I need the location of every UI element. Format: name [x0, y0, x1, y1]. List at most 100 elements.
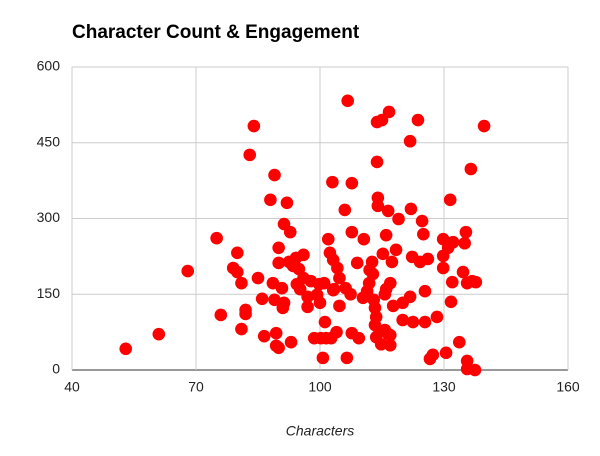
point: [446, 235, 460, 249]
point: [231, 265, 244, 279]
point: [235, 322, 248, 336]
point: [247, 119, 261, 133]
point: [345, 176, 359, 190]
point: [452, 335, 466, 349]
point: [386, 299, 400, 313]
point: [468, 363, 482, 377]
point: [331, 261, 344, 275]
y-tick-label: 600: [37, 58, 61, 74]
point: [344, 287, 357, 301]
point: [301, 290, 314, 304]
point: [255, 292, 269, 306]
point: [382, 105, 396, 119]
point: [439, 346, 453, 360]
point: [264, 193, 277, 207]
y-tick-label: 300: [37, 209, 61, 225]
point: [257, 329, 271, 343]
point: [374, 337, 388, 351]
point: [426, 348, 440, 362]
point: [269, 326, 283, 340]
point: [301, 300, 314, 314]
point: [338, 203, 352, 217]
point: [430, 310, 444, 324]
point: [357, 232, 371, 246]
point: [181, 264, 195, 278]
point: [389, 243, 403, 257]
point: [403, 290, 417, 304]
point: [383, 276, 397, 290]
point: [235, 276, 248, 290]
point: [443, 193, 457, 207]
point: [231, 246, 244, 260]
y-tick-label: 450: [37, 133, 61, 149]
point: [327, 282, 341, 296]
x-tick-label: 70: [188, 379, 204, 395]
y-tick-label: 0: [52, 361, 60, 377]
point: [365, 255, 379, 269]
point: [272, 341, 285, 355]
point: [456, 265, 470, 279]
point: [371, 191, 385, 205]
point: [268, 293, 281, 307]
x-tick-label: 100: [308, 379, 332, 395]
point: [280, 196, 294, 210]
point: [436, 261, 450, 275]
point: [243, 148, 257, 162]
point: [459, 225, 473, 239]
point: [350, 256, 364, 270]
point: [333, 271, 346, 285]
point: [444, 295, 458, 309]
point: [369, 310, 383, 324]
point: [418, 284, 432, 298]
point: [251, 271, 265, 285]
point: [210, 231, 223, 245]
x-tick-label: 160: [556, 379, 580, 395]
point: [406, 315, 420, 329]
point: [403, 134, 417, 148]
point: [379, 228, 393, 242]
point: [272, 241, 285, 255]
x-tick-label: 40: [64, 379, 80, 395]
point: [458, 236, 471, 250]
point: [352, 331, 366, 345]
x-axis-label: Characters: [286, 423, 354, 439]
point: [464, 162, 478, 176]
point: [318, 315, 332, 329]
point: [421, 252, 435, 266]
point: [283, 225, 297, 239]
point: [316, 351, 330, 365]
point: [313, 296, 327, 310]
point: [415, 214, 429, 228]
point: [396, 313, 409, 327]
point: [239, 307, 252, 321]
point: [404, 202, 418, 216]
point: [383, 338, 397, 352]
point: [392, 212, 405, 226]
point: [370, 155, 384, 169]
point: [376, 247, 390, 261]
point: [119, 342, 133, 356]
point: [477, 119, 491, 133]
point: [345, 225, 359, 239]
point: [333, 299, 346, 313]
point: [340, 351, 354, 365]
point: [152, 327, 166, 341]
point: [381, 204, 395, 218]
point: [385, 255, 399, 269]
chart-title: Character Count & Engagement: [72, 22, 360, 43]
point: [341, 94, 354, 108]
point: [268, 168, 281, 182]
point: [330, 325, 343, 339]
point: [418, 315, 432, 329]
point: [277, 296, 291, 310]
y-tick-label: 150: [37, 285, 61, 301]
point: [326, 175, 339, 189]
point: [445, 275, 459, 289]
point: [297, 248, 310, 262]
point: [284, 335, 298, 349]
point: [214, 308, 228, 322]
point: [272, 256, 285, 270]
point: [317, 276, 331, 290]
point: [417, 227, 430, 241]
